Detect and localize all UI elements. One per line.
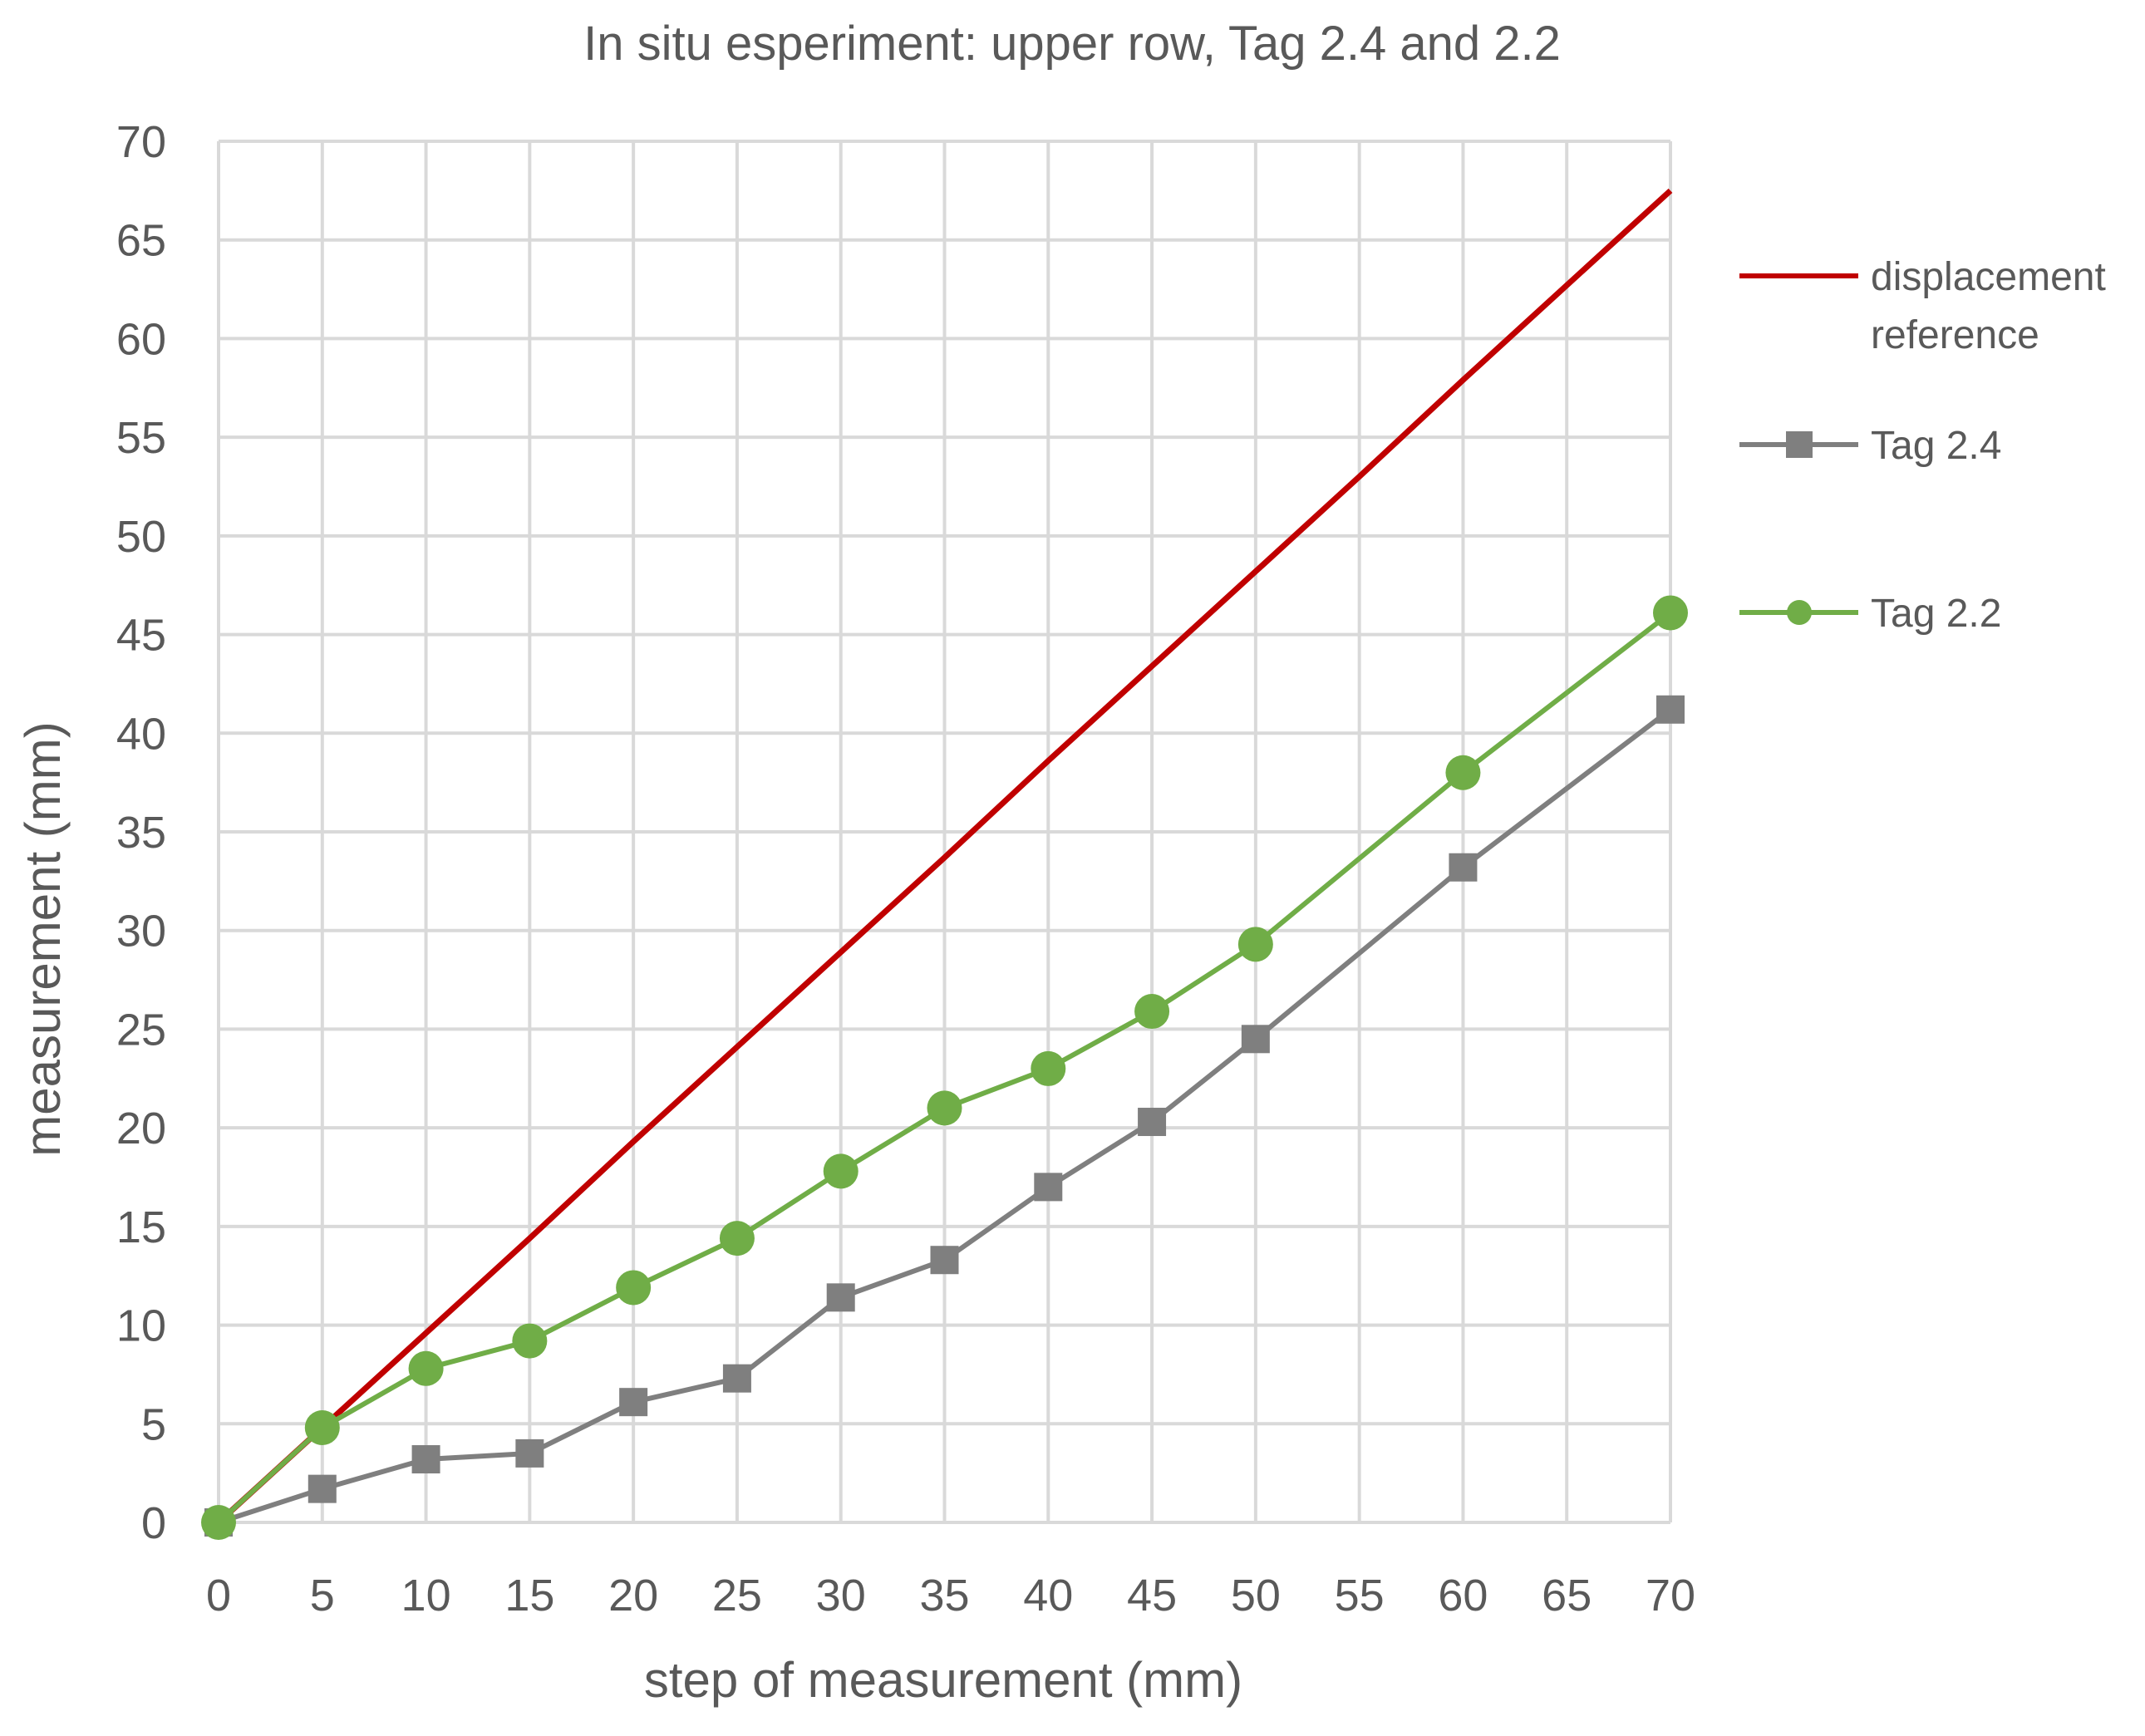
chart-title: In situ esperiment: upper row, Tag 2.4 a…	[583, 17, 1561, 71]
legend-marker	[1786, 431, 1813, 458]
x-tick-label: 20	[608, 1571, 658, 1620]
x-tick-label: 0	[206, 1571, 231, 1620]
data-series	[201, 188, 1688, 1540]
x-tick-label: 25	[712, 1571, 762, 1620]
tick-labels: 0 5 10 15 20 25 30 35 40 45 50 55 60 65 70 0 5 10 15 20 25 30…	[116, 117, 1695, 1620]
data-point	[1656, 695, 1685, 724]
data-point	[826, 1283, 855, 1312]
data-point	[823, 1153, 858, 1189]
data-point	[1445, 755, 1481, 790]
x-tick-label: 5	[310, 1571, 335, 1620]
data-point	[1241, 1025, 1270, 1054]
y-tick-label: 35	[116, 808, 166, 858]
y-tick-label: 70	[116, 117, 166, 167]
y-tick-label: 5	[141, 1399, 166, 1449]
x-tick-label: 50	[1231, 1571, 1281, 1620]
data-point	[619, 1388, 648, 1417]
data-point	[1031, 1050, 1066, 1086]
data-point	[1138, 1108, 1167, 1137]
legend-label: displacement reference	[1871, 255, 2106, 357]
y-tick-label: 40	[116, 709, 166, 759]
data-point	[616, 1270, 652, 1306]
data-point	[307, 1474, 337, 1503]
data-point	[1134, 994, 1170, 1030]
x-tick-label: 30	[816, 1571, 866, 1620]
y-tick-label: 30	[116, 907, 166, 957]
series-tag-2-2	[201, 595, 1688, 1540]
legend-item: Tag 2.2	[1739, 592, 2001, 636]
y-tick-label: 0	[141, 1498, 166, 1548]
legend-item: displacement reference	[1739, 255, 2106, 357]
y-tick-label: 55	[116, 413, 166, 463]
legend-label: Tag 2.2	[1871, 592, 2001, 636]
data-point	[719, 1221, 755, 1257]
data-point	[1653, 595, 1688, 631]
x-tick-label: 35	[919, 1571, 969, 1620]
legend: displacement reference Tag 2.4 Tag 2.2	[1739, 255, 2106, 636]
gridlines	[217, 140, 1672, 1524]
legend-marker	[1787, 600, 1812, 625]
data-point	[411, 1445, 440, 1474]
y-tick-label: 20	[116, 1104, 166, 1153]
data-point	[1237, 927, 1273, 962]
y-tick-label: 65	[116, 216, 166, 266]
series-displacement-reference	[216, 188, 1673, 1525]
x-tick-label: 55	[1335, 1571, 1385, 1620]
y-tick-label: 25	[116, 1005, 166, 1055]
data-point	[927, 1090, 962, 1126]
y-tick-label: 50	[116, 512, 166, 562]
y-tick-label: 15	[116, 1202, 166, 1252]
x-tick-label: 10	[401, 1571, 451, 1620]
data-point	[304, 1410, 340, 1446]
x-tick-label: 40	[1023, 1571, 1073, 1620]
y-tick-label: 10	[116, 1301, 166, 1351]
series-line	[216, 188, 1673, 1525]
y-tick-label: 45	[116, 611, 166, 661]
data-point	[930, 1246, 959, 1275]
data-point	[512, 1323, 548, 1359]
x-tick-label: 60	[1438, 1571, 1488, 1620]
data-point	[1449, 853, 1478, 882]
y-axis-label: measurement (mm)	[15, 721, 71, 1156]
x-tick-label: 15	[504, 1571, 554, 1620]
y-tick-label: 60	[116, 314, 166, 364]
legend-item: Tag 2.4	[1739, 424, 2001, 468]
data-point	[201, 1505, 236, 1540]
x-tick-label: 65	[1542, 1571, 1592, 1620]
x-axis-label: step of measurement (mm)	[644, 1652, 1242, 1708]
legend-label: Tag 2.4	[1871, 424, 2001, 468]
data-point	[408, 1350, 444, 1386]
x-tick-label: 45	[1127, 1571, 1177, 1620]
x-tick-label: 70	[1646, 1571, 1695, 1620]
data-point	[722, 1364, 751, 1393]
data-point	[515, 1438, 544, 1468]
data-point	[1034, 1173, 1063, 1202]
